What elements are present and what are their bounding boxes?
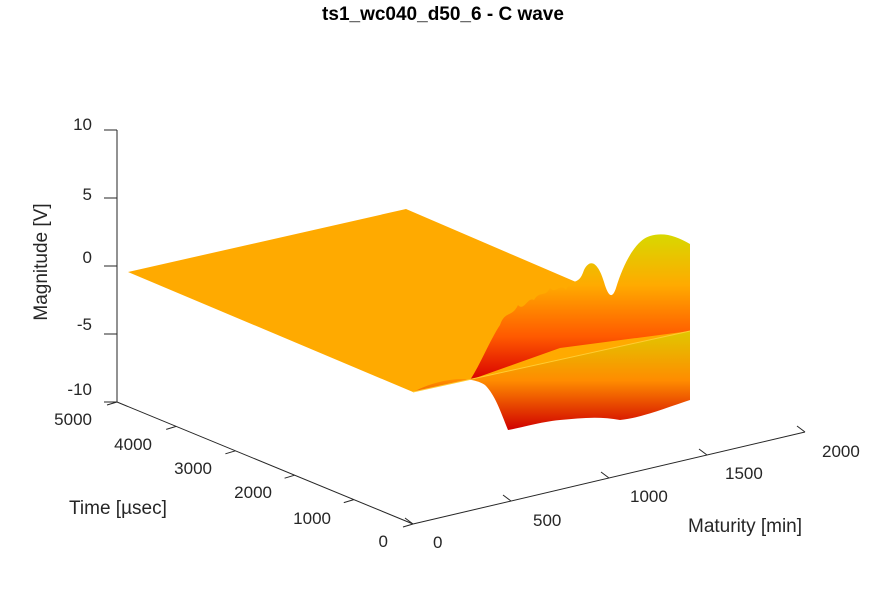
x-tick-marks xyxy=(404,425,806,525)
x-tick-label-2000: 2000 xyxy=(822,442,860,461)
z-tick-label-10: 10 xyxy=(73,115,92,134)
x-tick-label-0: 0 xyxy=(433,533,442,552)
x-tick-label-1500: 1500 xyxy=(725,464,763,483)
y-tick-label-4000: 4000 xyxy=(114,435,152,454)
y-tick-label-5000: 5000 xyxy=(54,410,92,429)
z-tick-label-0: 0 xyxy=(83,248,92,267)
y-tick-label-0: 0 xyxy=(379,532,388,551)
z-tick-label-minus5: -5 xyxy=(77,315,92,334)
surface-wave-ridge xyxy=(412,330,691,393)
x-tick-mark xyxy=(404,517,414,525)
surface-wave-trough xyxy=(413,331,690,430)
z-axis-label: Magnitude [V] xyxy=(31,203,52,320)
y-tick-label-2000: 2000 xyxy=(234,483,272,502)
x-tick-mark xyxy=(796,425,806,433)
x-tick-mark xyxy=(698,448,708,456)
x-axis-label: Maturity [min] xyxy=(688,516,802,537)
y-axis-label: Time [µsec] xyxy=(69,498,167,519)
y-axis-line xyxy=(116,401,414,525)
z-tick-label-5: 5 xyxy=(83,185,92,204)
y-tick-mark xyxy=(166,425,177,430)
x-tick-mark xyxy=(600,471,610,479)
surface-wave-region xyxy=(412,234,691,430)
y-tick-mark xyxy=(402,523,414,528)
z-tick-label-minus10: -10 xyxy=(67,380,92,399)
surface-wave-peaks xyxy=(470,234,690,380)
x-tick-label-500: 500 xyxy=(533,511,561,530)
y-tick-label-3000: 3000 xyxy=(174,459,212,478)
y-tick-mark xyxy=(106,401,118,406)
y-tick-mark xyxy=(284,474,295,479)
x-tick-mark xyxy=(502,494,512,502)
x-tick-label-1000: 1000 xyxy=(630,487,668,506)
y-tick-label-1000: 1000 xyxy=(293,509,331,528)
chart-title: ts1_wc040_d50_6 - C wave xyxy=(322,4,564,25)
z-tick-marks xyxy=(104,129,117,403)
y-tick-mark xyxy=(343,499,354,504)
y-tick-mark xyxy=(225,450,236,455)
y-tick-marks xyxy=(106,401,414,528)
